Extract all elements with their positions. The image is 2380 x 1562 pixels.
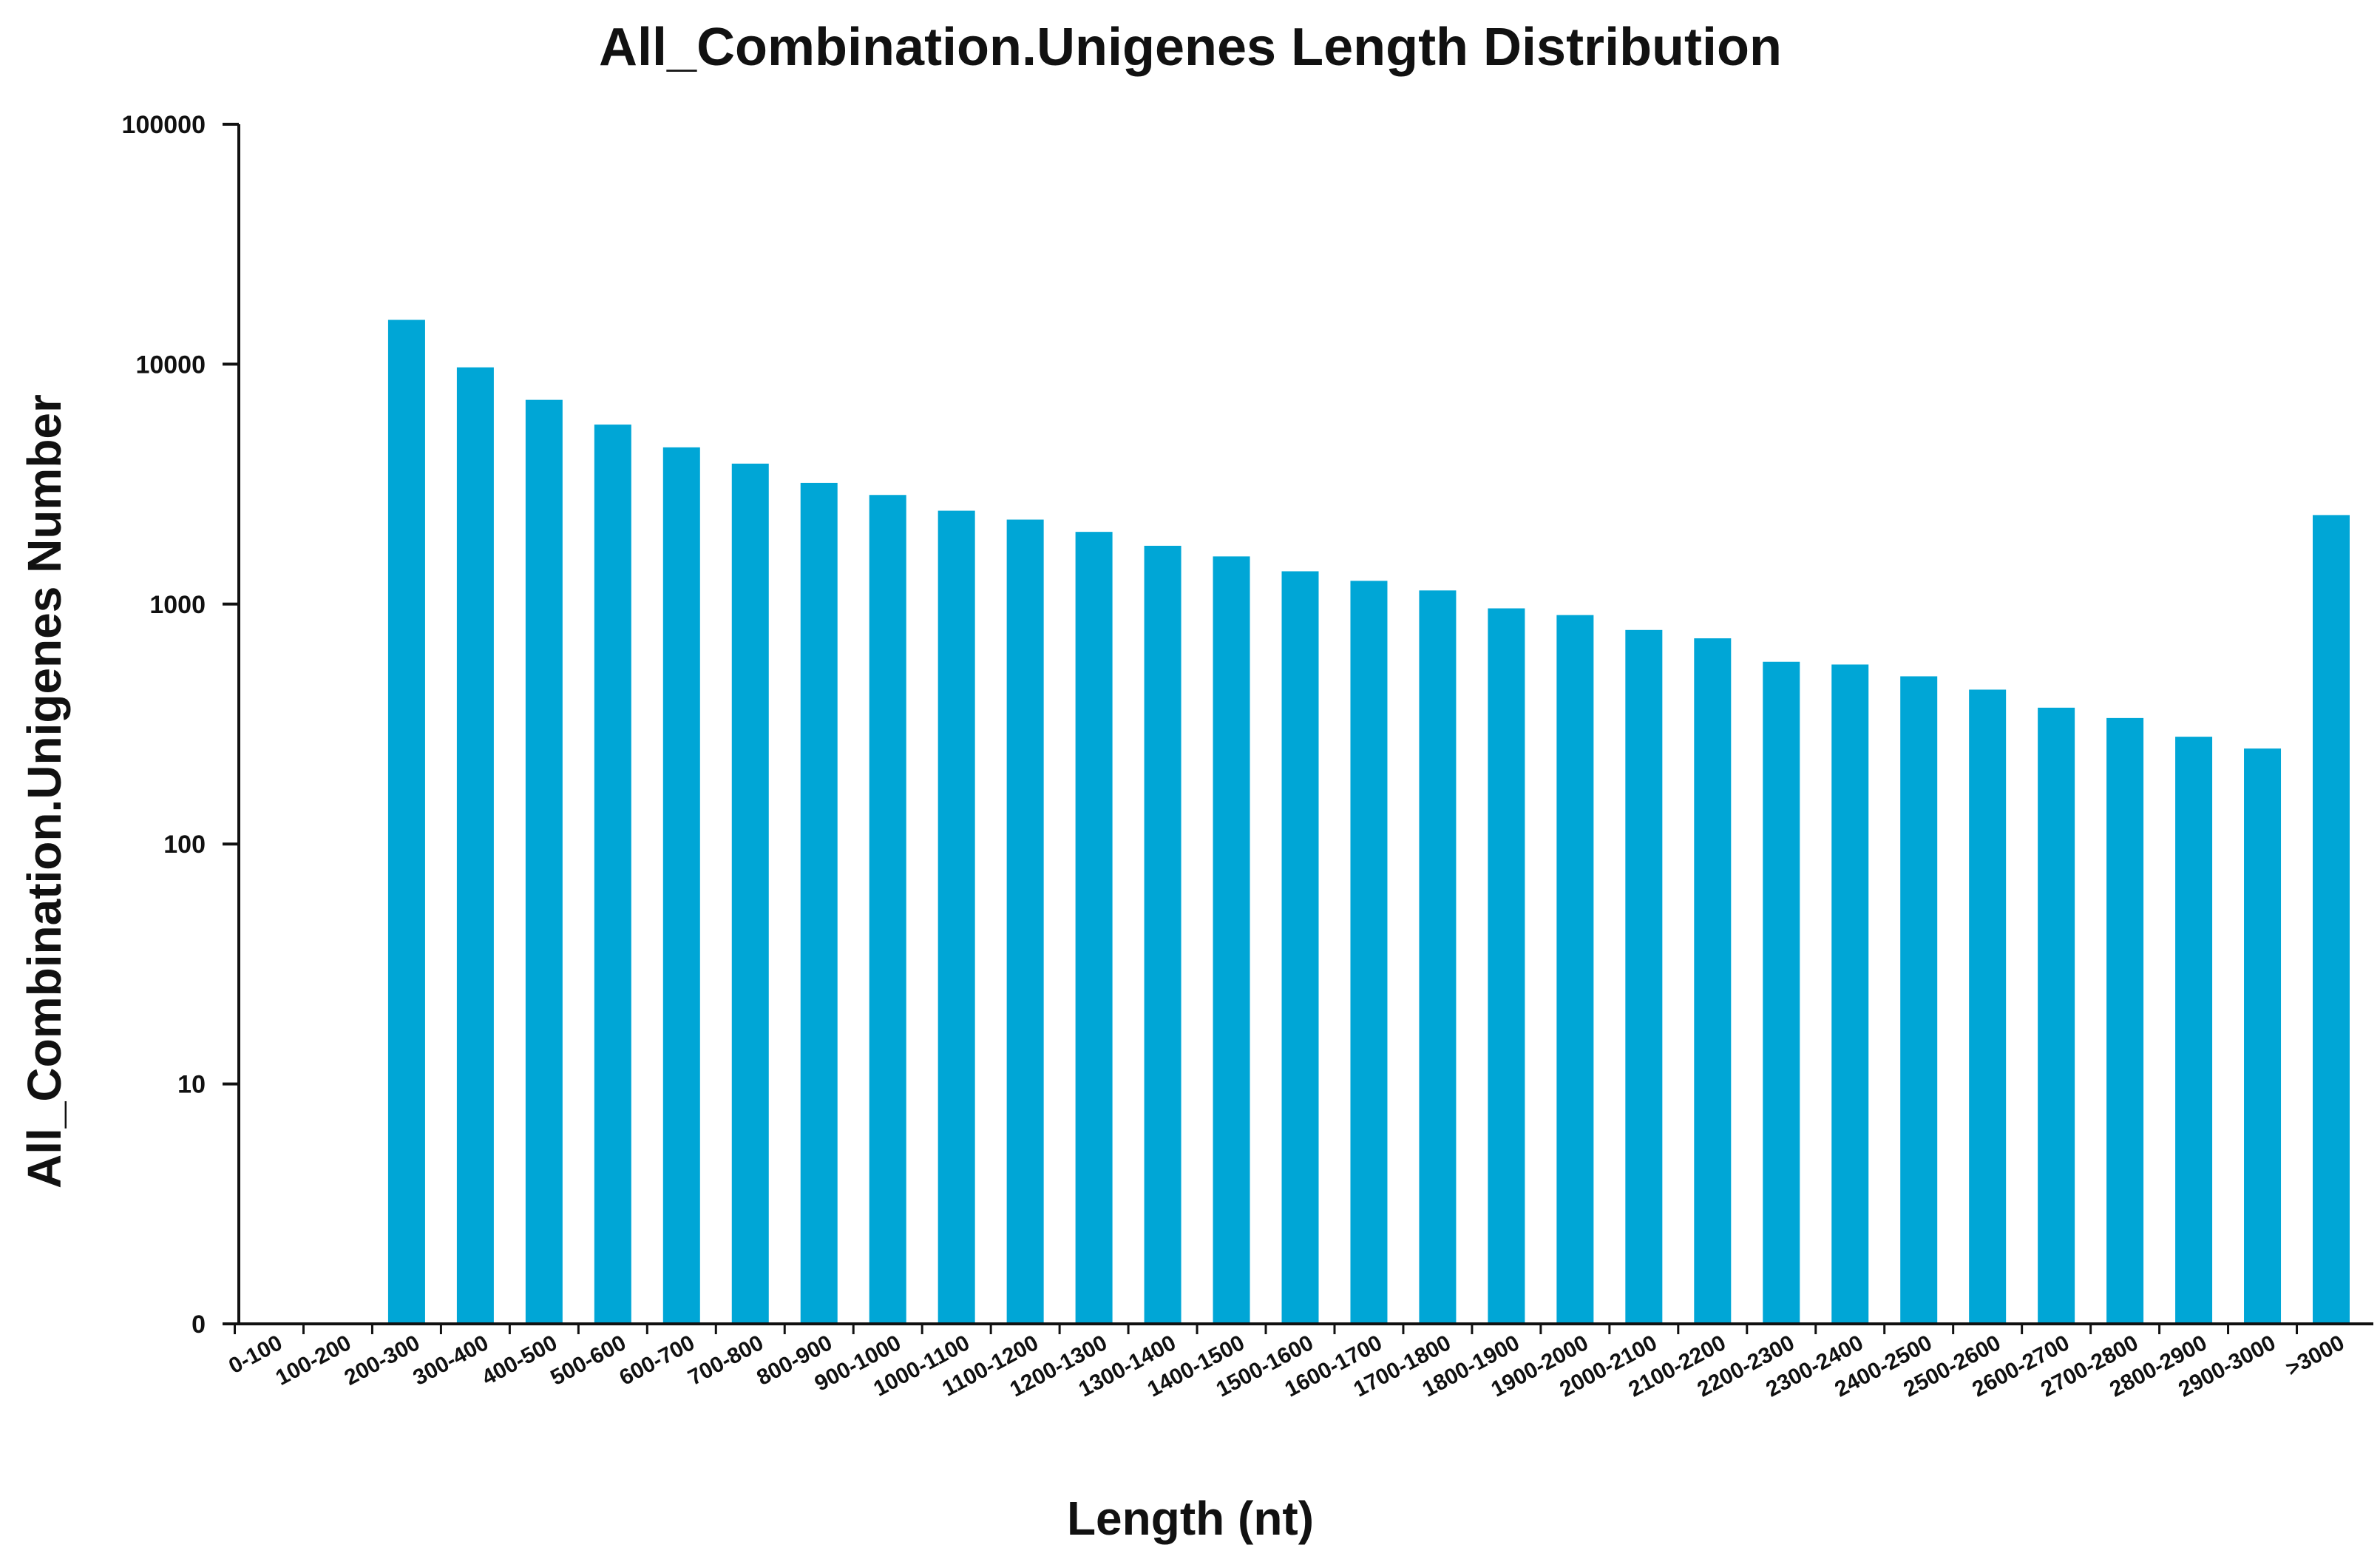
bar-1300-1400 xyxy=(1144,545,1181,1324)
bar-2700-2800 xyxy=(2106,717,2144,1324)
bar-200-300 xyxy=(387,320,425,1325)
y-tick-label: 10000 xyxy=(135,351,206,379)
bar-400-500 xyxy=(525,399,563,1324)
bar-500-600 xyxy=(594,425,631,1324)
bar-2000-2100 xyxy=(1625,629,1663,1324)
y-tick-label: 100000 xyxy=(122,111,206,139)
bar-600-700 xyxy=(662,447,700,1324)
x-tick-label: 200-300 xyxy=(341,1331,424,1390)
x-tick-label: 600-700 xyxy=(615,1331,699,1390)
bar-700-800 xyxy=(731,463,769,1325)
y-axis-title: All_Combination.Unigenes Number xyxy=(18,394,71,1189)
bar-2800-2900 xyxy=(2175,737,2213,1324)
y-tick-label: 1000 xyxy=(149,591,206,619)
y-tick-label: 100 xyxy=(163,831,206,859)
bar-800-900 xyxy=(800,482,838,1324)
bar-1100-1200 xyxy=(1006,519,1044,1324)
y-axis: 0 10 100 1000 10000 100000 xyxy=(122,111,240,1339)
x-tick-label: 300-400 xyxy=(409,1331,492,1390)
bars-layer xyxy=(387,320,2350,1325)
x-axis: 0-100100-200200-300300-400400-500500-600… xyxy=(225,1322,2373,1402)
bar-1000-1100 xyxy=(938,510,975,1325)
y-tick-label: 10 xyxy=(177,1071,206,1099)
bar-2300-2400 xyxy=(1831,664,1869,1324)
y-tick-label: 0 xyxy=(191,1311,206,1339)
bar-2200-2300 xyxy=(1763,661,1800,1324)
x-tick-label: 700-800 xyxy=(684,1331,767,1390)
bar-1700-1800 xyxy=(1419,590,1457,1324)
bar-1400-1500 xyxy=(1213,556,1250,1324)
bar-2100-2200 xyxy=(1694,638,1732,1324)
bar-2600-2700 xyxy=(2038,707,2075,1324)
bar-2400-2500 xyxy=(1900,676,1938,1324)
bar-2900-3000 xyxy=(2244,748,2282,1324)
bar-1200-1300 xyxy=(1075,532,1113,1324)
bar-900-1000 xyxy=(869,495,906,1325)
x-tick-label: 400-500 xyxy=(478,1331,561,1390)
bar-2500-2600 xyxy=(1969,689,2007,1324)
x-tick-label: 100-200 xyxy=(272,1331,356,1390)
bar-1800-1900 xyxy=(1488,608,1525,1324)
x-tick-label: 500-600 xyxy=(546,1331,630,1390)
chart-title: All_Combination.Unigenes Length Distribu… xyxy=(599,18,1782,77)
bar-1600-1700 xyxy=(1350,581,1388,1324)
x-tick-label: >3000 xyxy=(2282,1331,2348,1382)
bar-1500-1600 xyxy=(1281,571,1319,1324)
bar-300-400 xyxy=(456,367,494,1324)
bar-3000 xyxy=(2313,515,2350,1325)
bar-1900-2000 xyxy=(1556,615,1594,1324)
x-axis-title: Length (nt) xyxy=(1067,1492,1314,1545)
